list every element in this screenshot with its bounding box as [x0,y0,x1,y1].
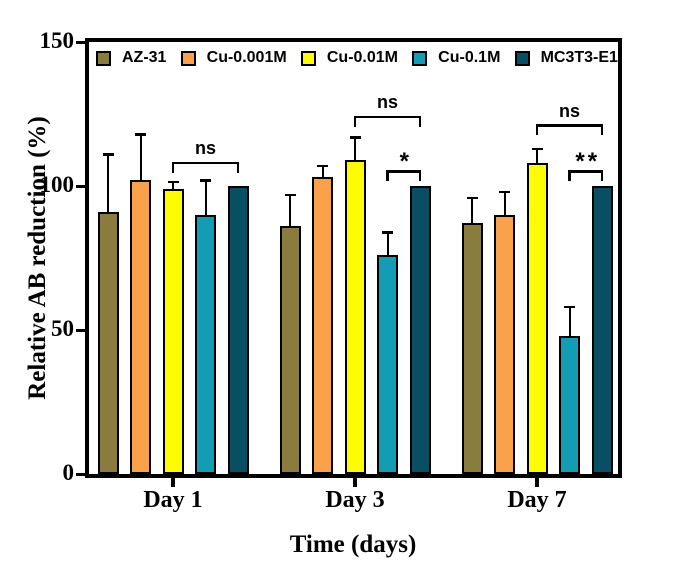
x-axis-tick-label: Day 1 [143,487,203,513]
legend-label: Cu-0.1M [438,49,501,66]
legend-label: MC3T3-E1 [540,49,618,66]
plot-area [85,38,622,478]
y-axis-tick [76,184,85,188]
legend-swatch-icon [514,50,530,66]
x-axis-tick [535,478,539,487]
chart-legend: AZ-31 Cu-0.001M Cu-0.01M Cu-0.1M MC3T3-E1 [96,46,618,70]
legend-item-Cu-0.01M: Cu-0.01M [300,49,398,67]
x-axis-tick [353,478,357,487]
legend-label: Cu-0.01M [326,49,398,66]
legend-label: Cu-0.001M [206,49,287,66]
y-axis-tick [76,40,85,44]
legend-swatch-icon [180,50,196,66]
legend-item-Cu-0.001M: Cu-0.001M [180,49,287,67]
x-axis-tick [171,478,175,487]
x-axis-tick-label: Day 7 [507,487,567,513]
x-axis-title: Time (days) [289,531,417,558]
legend-label: AZ-31 [122,49,167,66]
legend-swatch-icon [96,50,111,66]
legend-item-AZ-31: AZ-31 [96,49,166,67]
x-axis-tick-label: Day 3 [325,487,385,513]
y-axis-tick [76,472,85,476]
legend-item-MC3T3-E1: MC3T3-E1 [514,49,618,67]
legend-item-Cu-0.1M: Cu-0.1M [412,49,500,67]
y-axis-tick-label: 0 [62,460,75,485]
y-axis-tick-label: 150 [39,28,75,53]
y-axis-tick [76,328,85,332]
legend-swatch-icon [412,50,428,66]
legend-swatch-icon [300,50,316,66]
y-axis-title: Relative AB reduction (%) [24,116,51,400]
